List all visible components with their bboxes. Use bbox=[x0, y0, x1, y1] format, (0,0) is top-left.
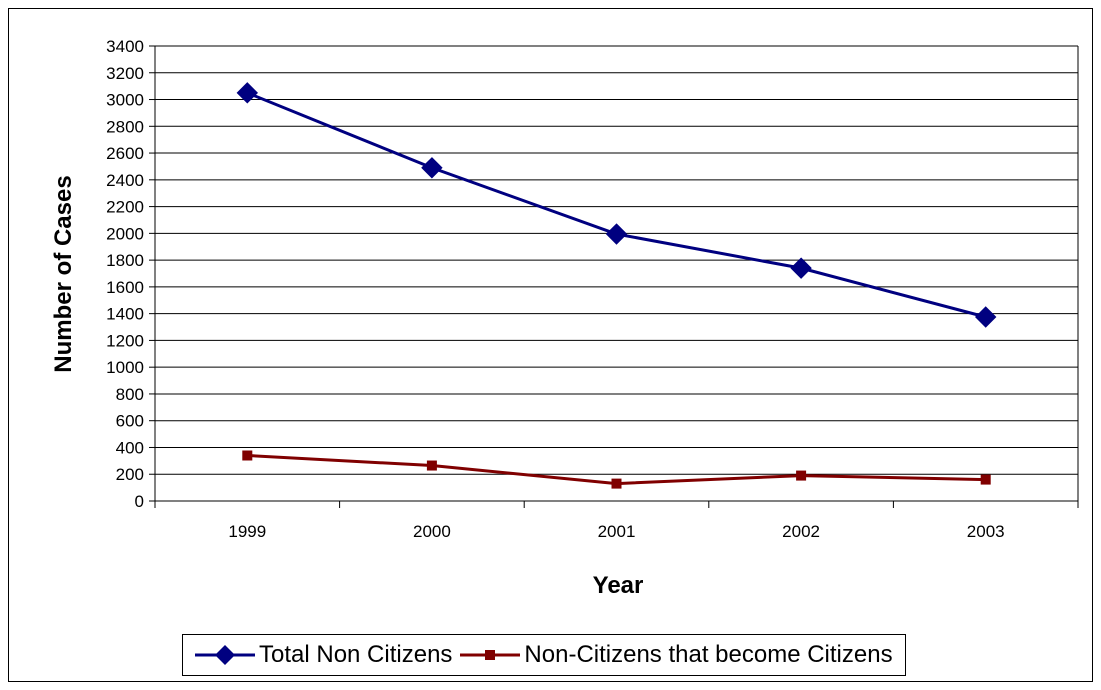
x-tick-label: 1999 bbox=[228, 522, 266, 541]
y-tick-label: 2600 bbox=[106, 144, 144, 163]
square-legend-icon bbox=[460, 650, 521, 660]
x-axis-title: Year bbox=[593, 572, 644, 599]
y-tick-label: 1400 bbox=[106, 305, 144, 324]
x-tick-labels: 1999 2000 2001 2002 2003 bbox=[228, 522, 1004, 541]
legend-label: Total Non Citizens bbox=[259, 641, 453, 668]
square-marker bbox=[426, 460, 437, 471]
y-tick-label: 2000 bbox=[106, 224, 144, 243]
x-tick-label: 2003 bbox=[967, 522, 1005, 541]
y-tick-label: 400 bbox=[116, 438, 144, 457]
y-tick-label: 2800 bbox=[106, 117, 144, 136]
diamond-marker bbox=[236, 82, 259, 104]
x-tick-label: 2001 bbox=[598, 522, 636, 541]
y-tick-labels: 0 200 400 600 800 1000 1200 1400 1600 1800 2000 220… bbox=[106, 37, 144, 511]
diamond-legend-icon bbox=[195, 645, 255, 665]
legend-item: Total Non Citizens bbox=[195, 641, 452, 669]
square-marker bbox=[980, 474, 991, 485]
y-tick-label: 200 bbox=[116, 465, 144, 484]
axes bbox=[149, 45, 1079, 508]
legend-diamond bbox=[215, 645, 235, 665]
series-group bbox=[236, 82, 997, 489]
square-marker bbox=[242, 450, 253, 461]
legend: Total Non Citizens Non-Citizens that beco… bbox=[182, 634, 906, 676]
y-tick-label: 3000 bbox=[106, 91, 144, 110]
legend-square bbox=[485, 650, 496, 660]
x-tick-label: 2002 bbox=[782, 522, 820, 541]
legend-item: Non-Citizens that become Citizens bbox=[460, 641, 893, 669]
y-axis-title: Number of Cases bbox=[50, 175, 77, 372]
y-tick-label: 600 bbox=[116, 412, 144, 431]
x-tick-label: 2000 bbox=[413, 522, 451, 541]
y-tick-label: 1000 bbox=[106, 358, 144, 377]
series-1 bbox=[236, 82, 997, 328]
square-marker bbox=[796, 470, 807, 481]
chart-frame bbox=[8, 8, 1093, 682]
diamond-marker bbox=[790, 257, 812, 279]
y-tick-label: 2400 bbox=[106, 171, 144, 190]
y-tick-label: 3200 bbox=[106, 64, 144, 83]
y-tick-label: 1200 bbox=[106, 331, 144, 350]
diamond-marker bbox=[974, 306, 997, 328]
series-2 bbox=[242, 450, 991, 489]
y-tick-label: 3400 bbox=[106, 37, 144, 56]
diamond-marker bbox=[421, 157, 443, 179]
y-tick-label: 1800 bbox=[106, 251, 144, 270]
diamond-marker bbox=[605, 223, 628, 245]
square-marker bbox=[611, 478, 622, 489]
legend-label: Non-Citizens that become Citizens bbox=[524, 641, 893, 668]
y-tick-label: 2200 bbox=[106, 198, 144, 217]
y-tick-label: 0 bbox=[135, 492, 144, 511]
y-tick-label: 800 bbox=[116, 385, 144, 404]
y-tick-label: 1600 bbox=[106, 278, 144, 297]
